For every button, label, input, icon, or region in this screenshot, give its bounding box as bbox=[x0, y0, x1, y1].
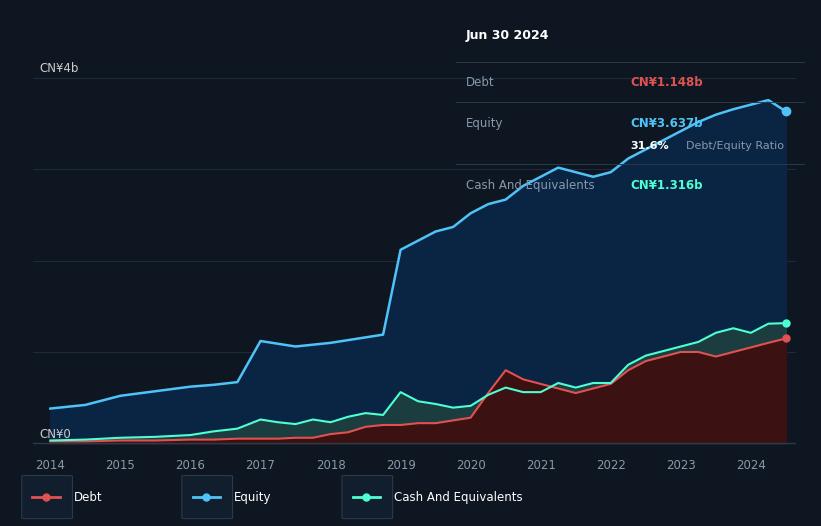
Text: Debt/Equity Ratio: Debt/Equity Ratio bbox=[686, 141, 784, 151]
Text: Cash And Equivalents: Cash And Equivalents bbox=[394, 491, 523, 503]
FancyBboxPatch shape bbox=[342, 476, 392, 519]
Text: Cash And Equivalents: Cash And Equivalents bbox=[466, 179, 594, 192]
Text: Debt: Debt bbox=[466, 76, 495, 88]
Text: CN¥4b: CN¥4b bbox=[40, 63, 79, 75]
Text: CN¥3.637b: CN¥3.637b bbox=[631, 117, 703, 130]
Text: CN¥1.148b: CN¥1.148b bbox=[631, 76, 703, 88]
FancyBboxPatch shape bbox=[182, 476, 232, 519]
Text: Jun 30 2024: Jun 30 2024 bbox=[466, 29, 549, 42]
Text: 31.6%: 31.6% bbox=[631, 141, 669, 151]
Text: CN¥1.316b: CN¥1.316b bbox=[631, 179, 703, 192]
Text: CN¥0: CN¥0 bbox=[40, 428, 71, 441]
FancyBboxPatch shape bbox=[22, 476, 72, 519]
Text: Equity: Equity bbox=[234, 491, 272, 503]
Text: Equity: Equity bbox=[466, 117, 503, 130]
Text: Debt: Debt bbox=[74, 491, 103, 503]
